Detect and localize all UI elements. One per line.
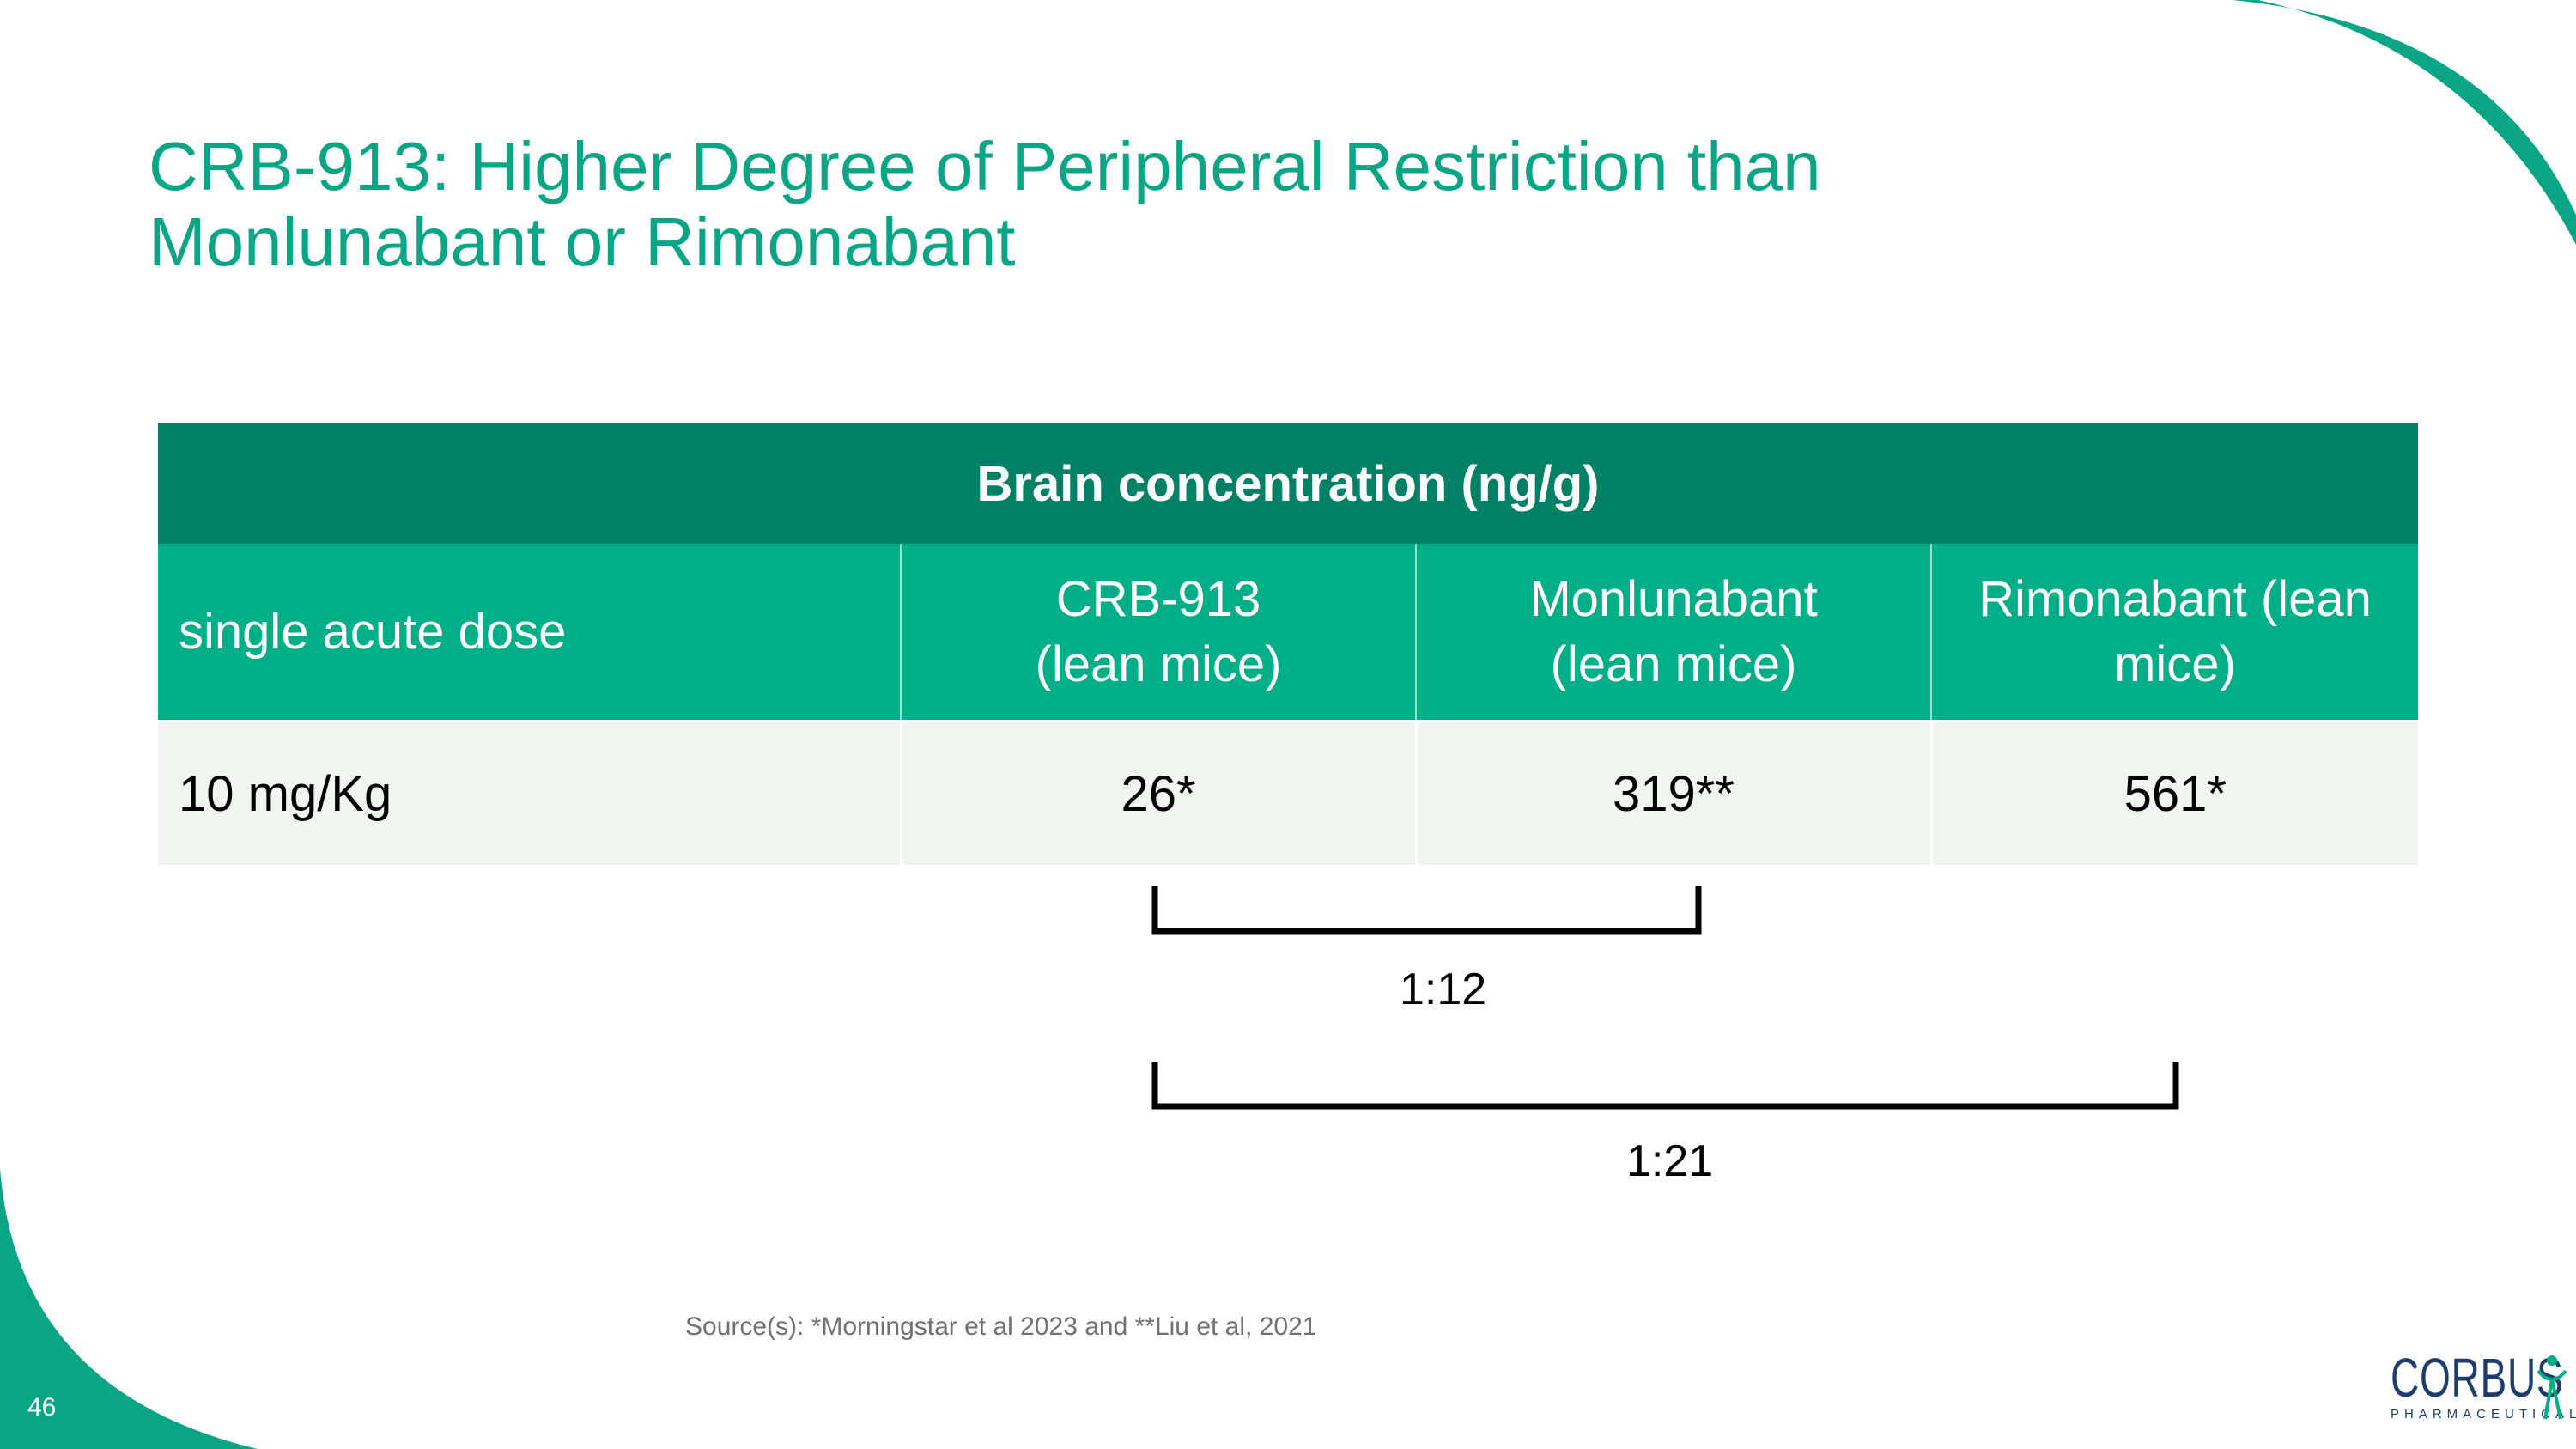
- value-cell-rimonabant: 561*: [1929, 720, 2418, 865]
- top-right-swoosh: [2233, 0, 2576, 245]
- page-number: 46: [27, 1393, 57, 1422]
- dose-column-label: single acute dose: [158, 544, 901, 721]
- value-cell-monlunabant: 319**: [1414, 720, 1931, 865]
- column-header-rimonabant: Rimonabant (lean mice): [1930, 544, 2418, 721]
- ratio-label-1-12: 1:12: [1400, 965, 1487, 1014]
- logo-figure-icon: [2537, 1355, 2567, 1420]
- source-citation: Source(s): *Morningstar et al 2023 and *…: [685, 1312, 1317, 1341]
- table-header-row: Brain concentration (ng/g): [158, 423, 2418, 544]
- column-header-line: Rimonabant (lean: [1978, 570, 2372, 627]
- table-header-title: Brain concentration (ng/g): [158, 423, 2418, 544]
- slide-title: CRB-913: Higher Degree of Peripheral Res…: [149, 129, 2123, 280]
- column-header-crb913: CRB-913 (lean mice): [900, 544, 1416, 721]
- slide-title-line-2: Monlunabant or Rimonabant: [149, 204, 1016, 280]
- bottom-left-swoosh: [0, 1168, 258, 1449]
- slide-title-line-1: CRB-913: Higher Degree of Peripheral Res…: [149, 128, 1821, 204]
- value-cell-crb913: 26*: [899, 720, 1416, 865]
- bracket-crb-monlunabant: [1151, 886, 1702, 935]
- bracket-crb-rimonabant: [1151, 1062, 2179, 1110]
- column-header-monlunabant: Monlunabant (lean mice): [1415, 544, 1931, 721]
- column-header-line: (lean mice): [1035, 636, 1282, 692]
- logo-subtitle: PHARMACEUTICALS: [2391, 1407, 2576, 1422]
- column-header-line: CRB-913: [1055, 570, 1261, 627]
- corbus-logo: CORBUS PHARMACEUTICALS: [2391, 1350, 2576, 1422]
- ratio-label-1-21: 1:21: [1626, 1136, 1714, 1186]
- column-header-line: (lean mice): [1550, 636, 1797, 692]
- brain-concentration-table: Brain concentration (ng/g) single acute …: [158, 423, 2418, 865]
- table-row: 10 mg/Kg 26* 319** 561*: [158, 720, 2418, 865]
- table-subheader-row: single acute dose CRB-913 (lean mice) Mo…: [158, 544, 2418, 721]
- logo-wordmark: CORBUS: [2391, 1347, 2564, 1409]
- dose-cell: 10 mg/Kg: [158, 720, 901, 865]
- column-header-line: mice): [2114, 636, 2236, 692]
- column-header-line: Monlunabant: [1529, 570, 1818, 627]
